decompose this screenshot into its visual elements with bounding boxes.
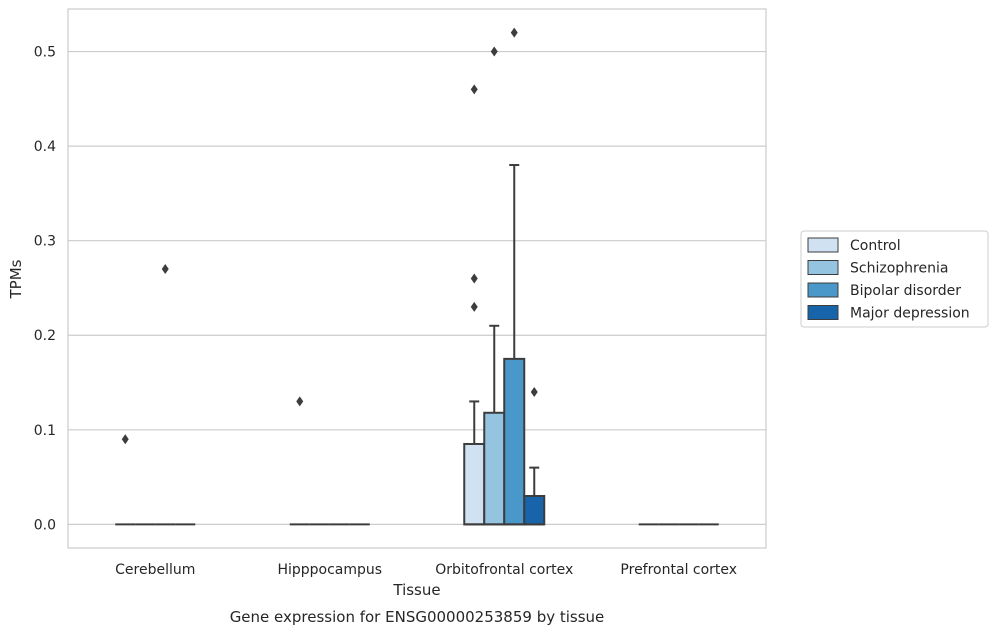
outlier-point xyxy=(161,264,169,275)
x-tick-labels: Cerebellum Hipppocampus Orbitofrontal cort… xyxy=(115,562,737,578)
legend-label: Bipolar disorder xyxy=(850,283,961,299)
legend-swatch xyxy=(807,237,839,253)
boxes xyxy=(115,164,719,526)
outlier-point xyxy=(296,396,304,407)
outlier-point xyxy=(470,273,478,284)
legend-label: Major depression xyxy=(850,306,970,322)
y-tick-label: 0.5 xyxy=(34,45,56,61)
outlier-point xyxy=(530,386,538,397)
box-body xyxy=(463,442,486,526)
outlier-point xyxy=(470,301,478,312)
outlier-point xyxy=(121,434,129,445)
chart-caption: Gene expression for ENSG00000253859 by t… xyxy=(230,608,605,626)
outliers xyxy=(121,27,538,445)
box-3-2 xyxy=(523,466,546,526)
box-body xyxy=(523,494,546,526)
x-axis-label: Tissue xyxy=(392,581,440,599)
y-axis-label: TPMs xyxy=(7,259,25,299)
y-tick-labels: 0.0 0.1 0.2 0.3 0.4 0.5 xyxy=(34,45,56,534)
legend-label: Control xyxy=(850,238,901,254)
legend: Control Schizophrenia Bipolar disorder Majo… xyxy=(800,230,989,328)
plot-frame xyxy=(67,8,767,549)
x-tick-label: Prefrontal cortex xyxy=(620,562,737,578)
box-body xyxy=(503,357,526,526)
outlier-point xyxy=(510,27,518,38)
outlier-point xyxy=(490,46,498,57)
legend-swatch xyxy=(807,282,839,298)
legend-frame xyxy=(800,230,989,328)
box-2-2 xyxy=(503,164,526,526)
box-body xyxy=(483,411,506,526)
legend-label: Schizophrenia xyxy=(850,261,948,277)
box-1-2 xyxy=(483,324,506,526)
box-0-2 xyxy=(463,400,486,526)
outlier-point xyxy=(470,84,478,95)
y-tick-label: 0.4 xyxy=(34,139,56,155)
x-tick-label: Hipppocampus xyxy=(277,562,382,578)
y-tick-label: 0.1 xyxy=(34,423,56,439)
x-tick-label: Cerebellum xyxy=(115,562,195,578)
y-tick-label: 0.2 xyxy=(34,328,56,344)
y-tick-label: 0.3 xyxy=(34,234,56,250)
legend-swatch xyxy=(807,260,839,275)
x-tick-label: Orbitofrontal cortex xyxy=(435,562,573,578)
gridlines xyxy=(68,50,766,525)
legend-swatch xyxy=(807,305,839,320)
y-tick-label: 0.0 xyxy=(34,517,56,533)
